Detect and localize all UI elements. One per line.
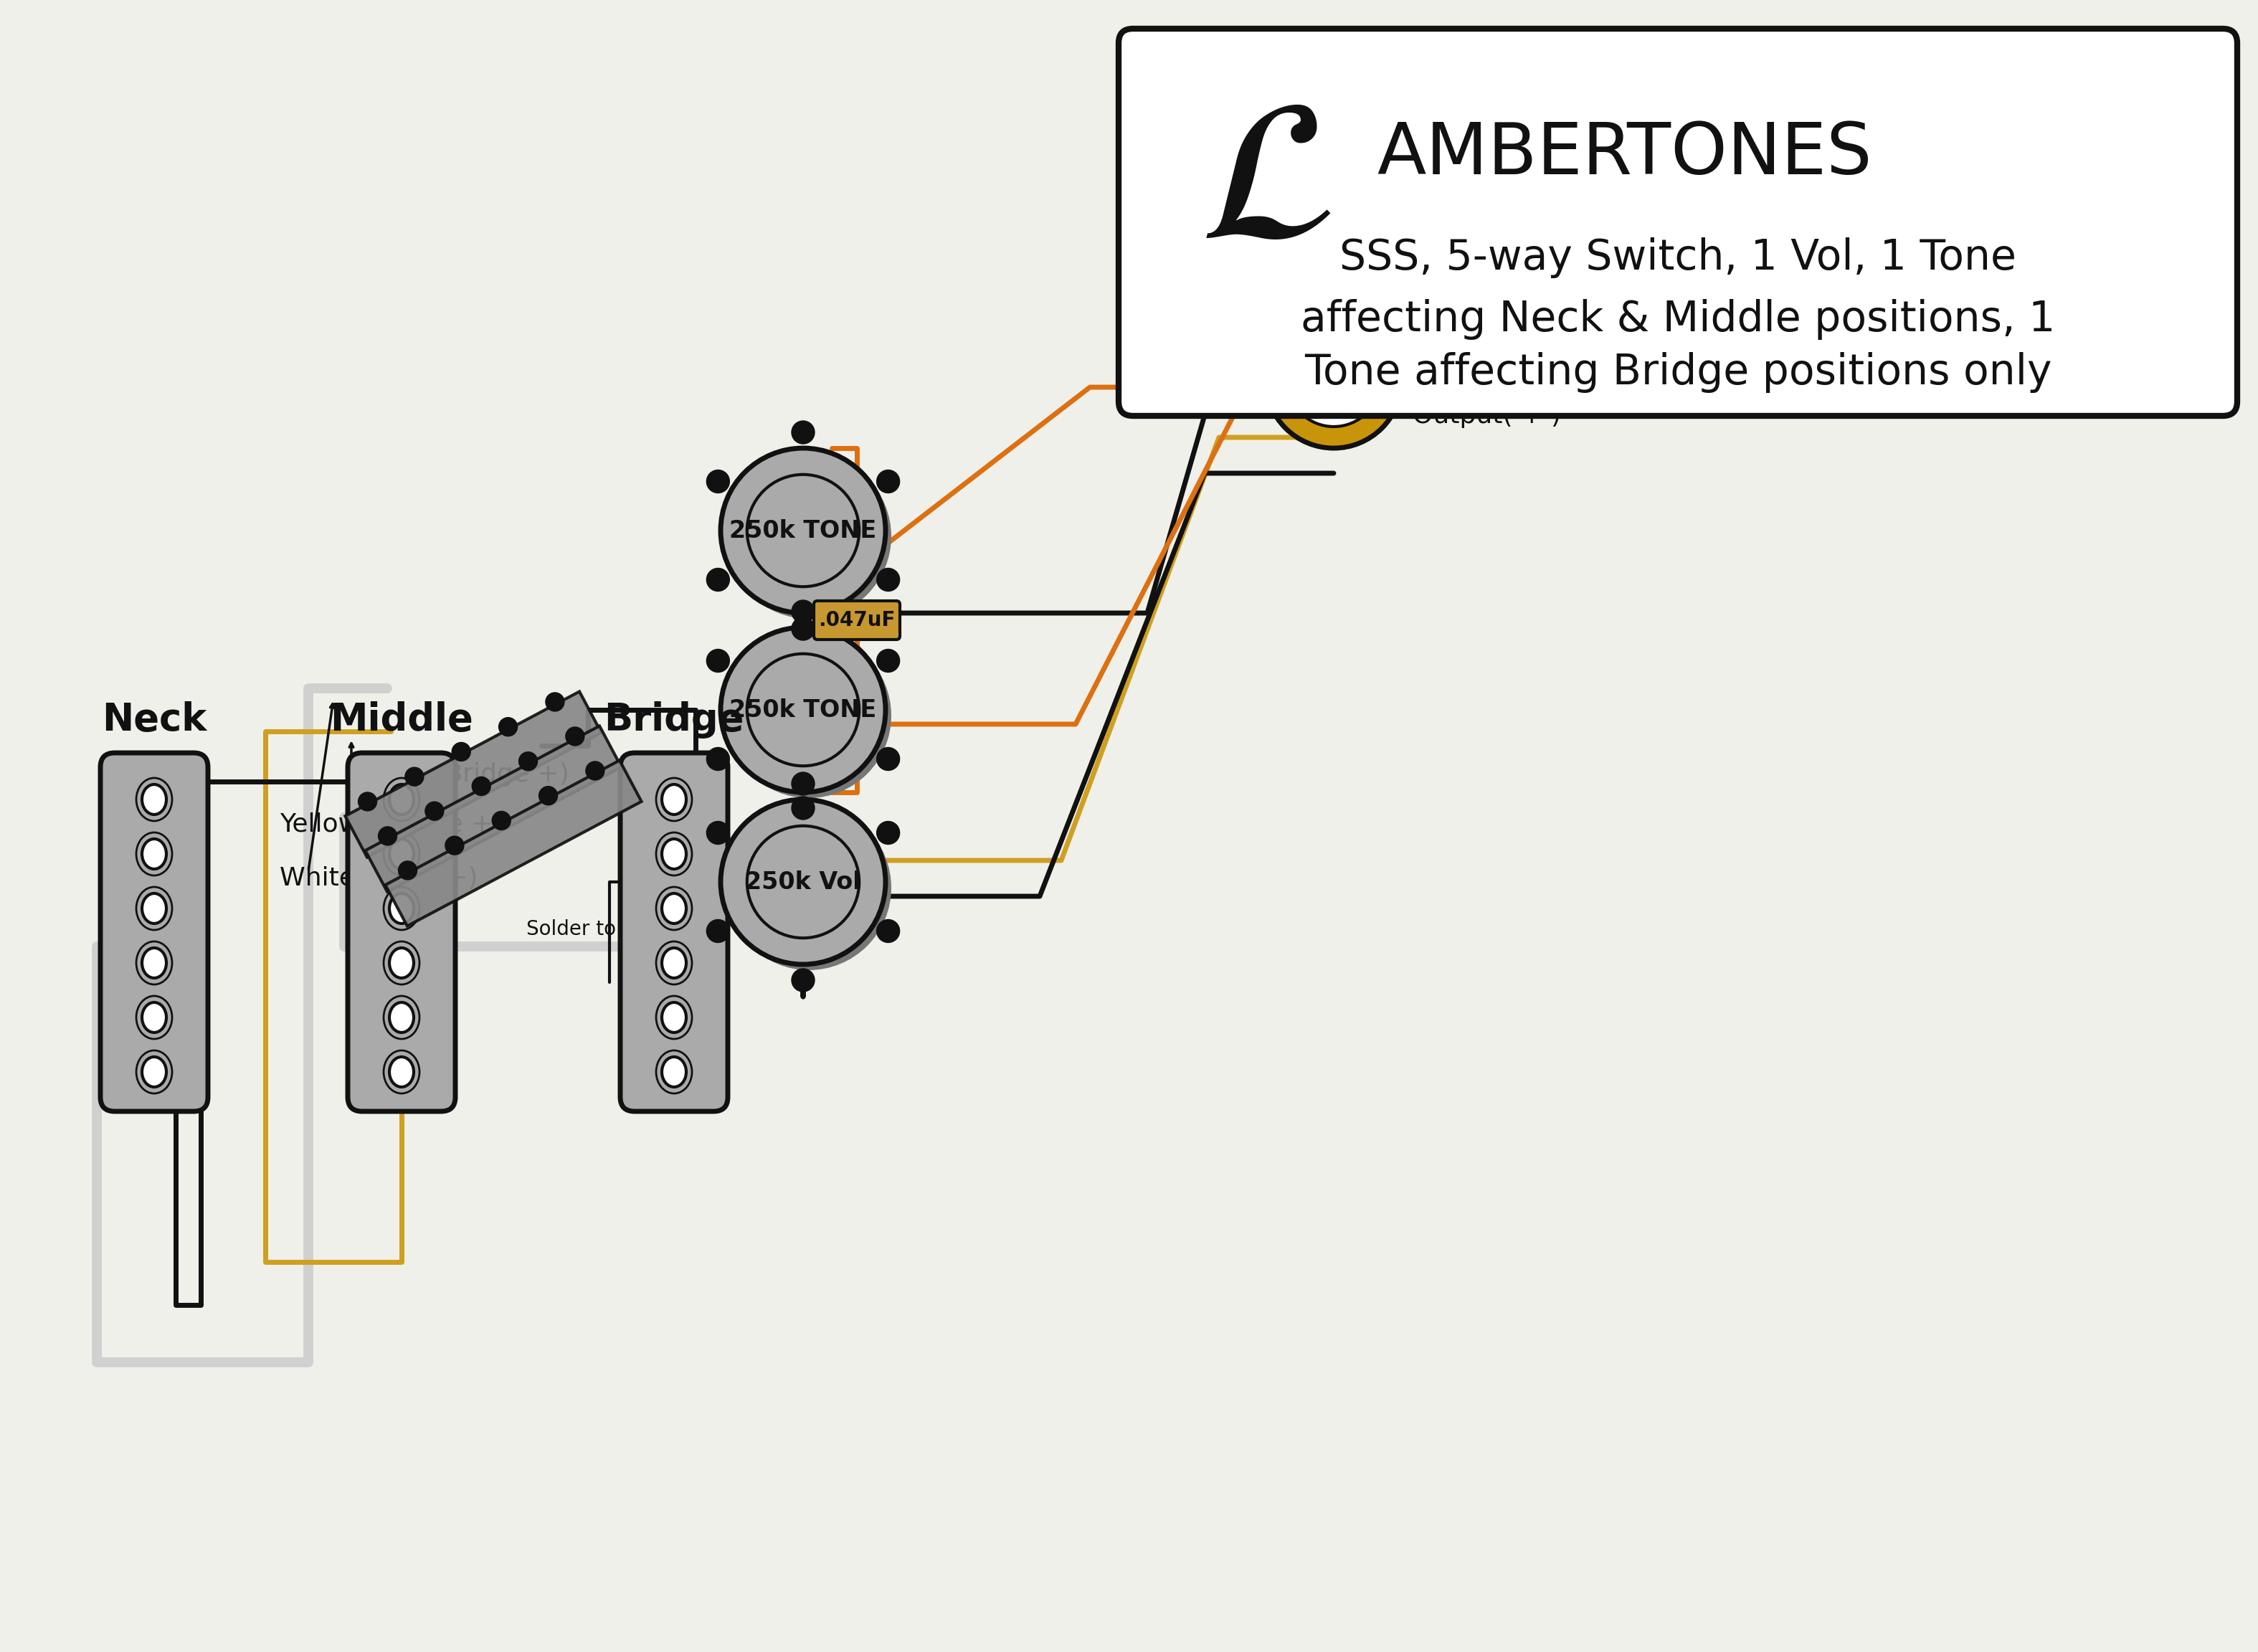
Text: White (Bridge +): White (Bridge +) <box>352 762 569 786</box>
Text: Middle: Middle <box>330 700 474 738</box>
Circle shape <box>546 692 564 712</box>
Text: Yellow (Middle +): Yellow (Middle +) <box>280 813 504 838</box>
Ellipse shape <box>388 894 413 923</box>
Ellipse shape <box>662 1057 686 1087</box>
Ellipse shape <box>142 894 167 923</box>
Circle shape <box>379 826 397 846</box>
Circle shape <box>707 821 729 844</box>
Circle shape <box>1264 312 1402 448</box>
Circle shape <box>793 618 815 641</box>
Circle shape <box>876 471 899 492</box>
Ellipse shape <box>142 1003 167 1032</box>
Circle shape <box>445 836 463 854</box>
Circle shape <box>1287 334 1380 426</box>
Circle shape <box>707 747 729 770</box>
Ellipse shape <box>388 948 413 978</box>
Circle shape <box>359 793 377 811</box>
Circle shape <box>727 633 892 798</box>
Circle shape <box>793 600 815 623</box>
FancyBboxPatch shape <box>1118 28 2238 416</box>
Text: Solder to ground: Solder to ground <box>526 919 693 940</box>
Ellipse shape <box>142 785 167 814</box>
Circle shape <box>472 776 490 796</box>
Ellipse shape <box>388 785 413 814</box>
Text: 250k TONE: 250k TONE <box>729 519 876 542</box>
Circle shape <box>793 968 815 991</box>
Ellipse shape <box>388 1057 413 1087</box>
Text: AMBERTONES: AMBERTONES <box>1377 119 1872 188</box>
Circle shape <box>876 568 899 591</box>
Circle shape <box>876 747 899 770</box>
Circle shape <box>492 811 510 829</box>
Circle shape <box>793 421 815 444</box>
Circle shape <box>397 861 418 881</box>
Circle shape <box>1310 355 1359 405</box>
Ellipse shape <box>388 1003 413 1032</box>
Circle shape <box>793 796 815 819</box>
Circle shape <box>404 767 425 786</box>
Circle shape <box>707 568 729 591</box>
Circle shape <box>499 717 517 737</box>
Text: Tone affecting Bridge positions only: Tone affecting Bridge positions only <box>1305 352 2053 393</box>
Polygon shape <box>345 692 601 857</box>
Ellipse shape <box>388 839 413 869</box>
Circle shape <box>876 821 899 844</box>
Text: Bridge: Bridge <box>603 700 745 738</box>
Text: Neck: Neck <box>102 700 205 738</box>
FancyBboxPatch shape <box>348 753 456 1112</box>
Circle shape <box>793 771 815 795</box>
Ellipse shape <box>142 948 167 978</box>
Circle shape <box>585 762 605 780</box>
Ellipse shape <box>662 894 686 923</box>
Circle shape <box>876 649 899 672</box>
FancyBboxPatch shape <box>99 753 208 1112</box>
Circle shape <box>727 805 892 970</box>
Circle shape <box>567 727 585 745</box>
Circle shape <box>425 801 445 821</box>
Text: .047uF: .047uF <box>817 610 896 631</box>
Ellipse shape <box>142 1057 167 1087</box>
Polygon shape <box>366 725 621 892</box>
Circle shape <box>876 920 899 943</box>
Ellipse shape <box>662 839 686 869</box>
Circle shape <box>707 920 729 943</box>
Circle shape <box>540 786 558 805</box>
Circle shape <box>727 454 892 620</box>
Text: Ground ( - ): Ground ( - ) <box>1414 347 1563 370</box>
Circle shape <box>707 471 729 492</box>
Polygon shape <box>386 760 641 927</box>
Text: 250k TONE: 250k TONE <box>729 699 876 722</box>
Circle shape <box>720 448 885 613</box>
Circle shape <box>720 628 885 793</box>
Text: 250k Vol: 250k Vol <box>745 871 860 894</box>
Circle shape <box>519 752 537 770</box>
Circle shape <box>707 649 729 672</box>
FancyBboxPatch shape <box>621 753 727 1112</box>
Ellipse shape <box>662 785 686 814</box>
Circle shape <box>452 742 470 762</box>
Ellipse shape <box>662 948 686 978</box>
FancyBboxPatch shape <box>813 601 901 639</box>
Ellipse shape <box>662 1003 686 1032</box>
Text: affecting Neck & Middle positions, 1: affecting Neck & Middle positions, 1 <box>1301 299 2055 340</box>
Text: White (Neck +): White (Neck +) <box>280 866 479 890</box>
Circle shape <box>720 800 885 965</box>
Text: Output( + ): Output( + ) <box>1414 403 1560 428</box>
Text: SSS, 5-way Switch, 1 Vol, 1 Tone: SSS, 5-way Switch, 1 Vol, 1 Tone <box>1339 238 2016 279</box>
Ellipse shape <box>142 839 167 869</box>
Text: $\mathcal{L}$: $\mathcal{L}$ <box>1199 86 1332 279</box>
